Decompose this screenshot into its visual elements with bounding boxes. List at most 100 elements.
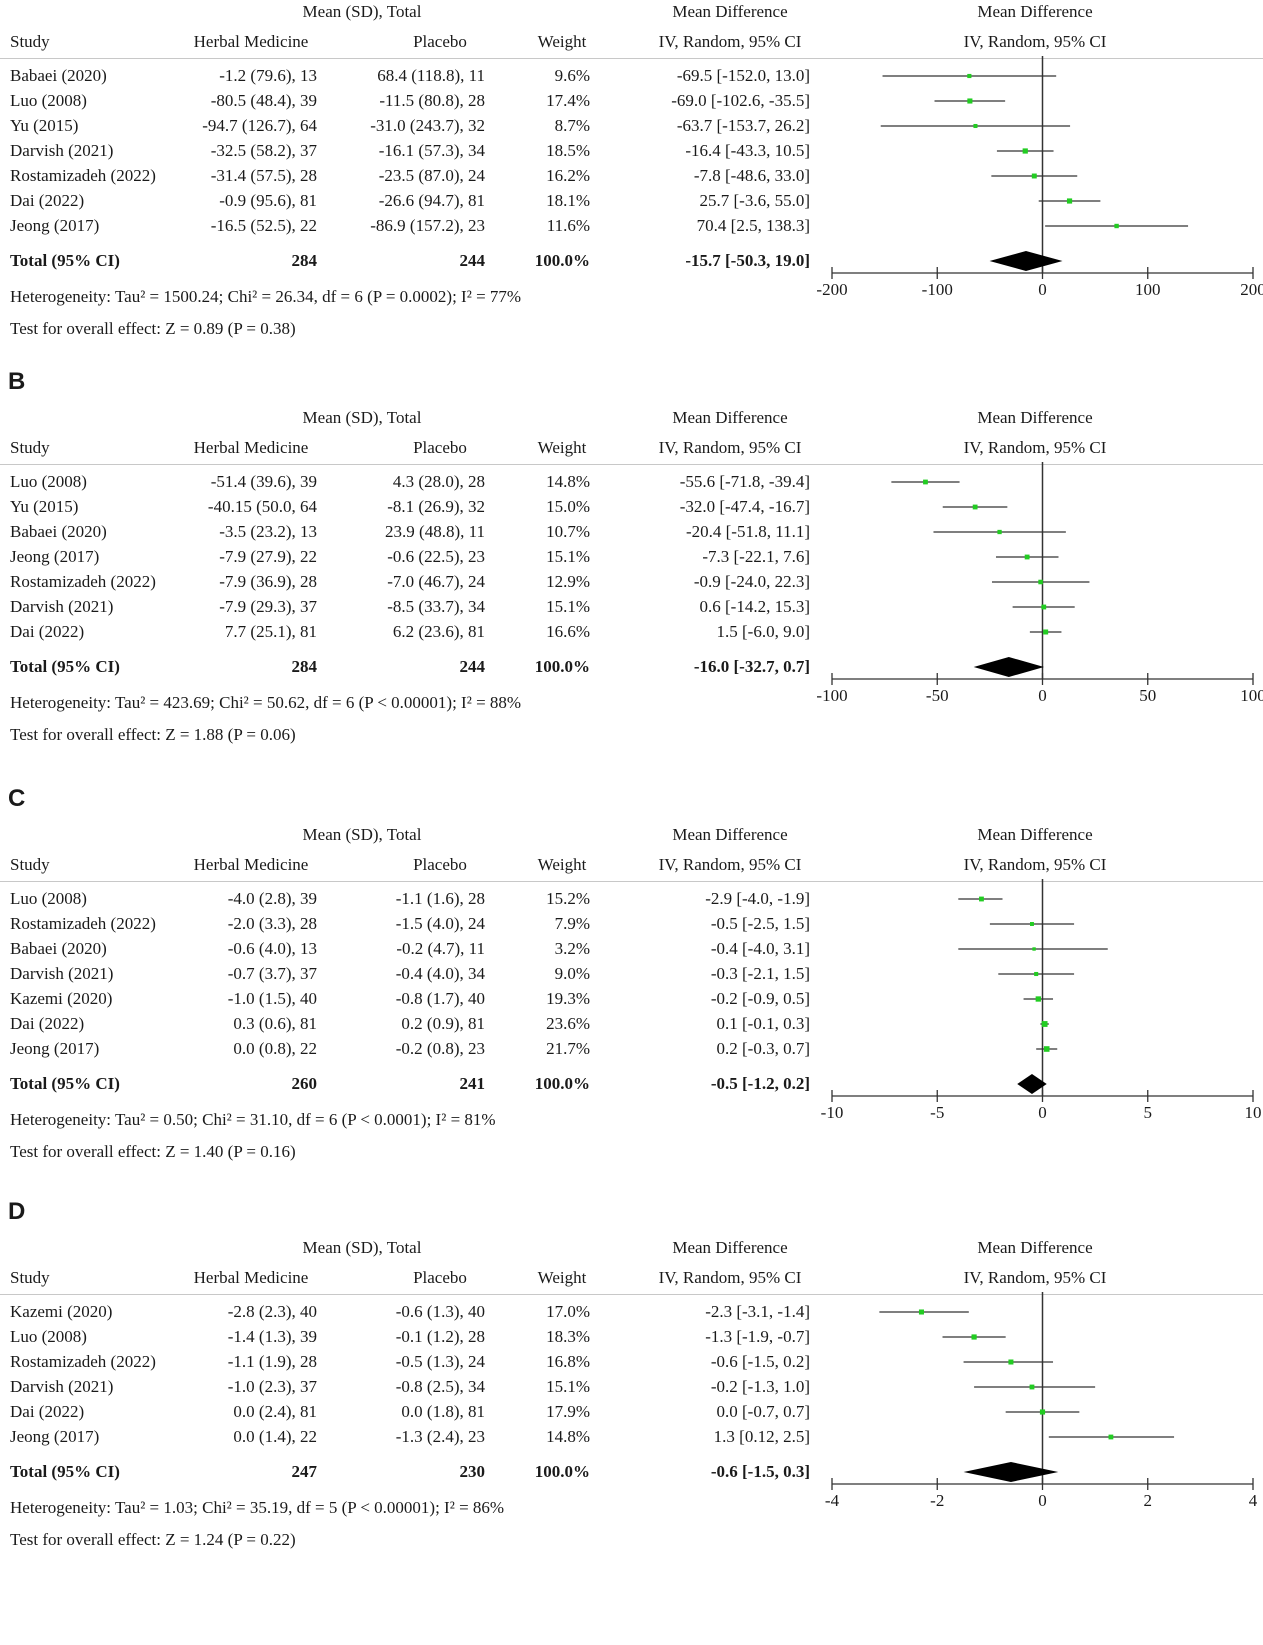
total-ci: -16.0 [-32.7, 0.7] [693, 657, 810, 676]
group-header: Mean (SD), Total [302, 2, 422, 21]
herbal-value: 0.0 (2.4), 81 [233, 1402, 317, 1421]
weight-value: 17.9% [546, 1402, 590, 1421]
total-label: Total (95% CI) [10, 1074, 120, 1093]
panel-label: C [8, 785, 26, 812]
study-column-header: Study [10, 32, 50, 51]
mean-difference-plot-header: Mean Difference [977, 1238, 1093, 1257]
mean-difference-plot-header: Mean Difference [977, 2, 1093, 21]
study-row: Dai (2022) 0.3 (0.6), 81 0.2 (0.9), 81 23.6… [0, 1012, 1263, 1036]
placebo-value: -0.8 (1.7), 40 [395, 989, 485, 1008]
placebo-value: -8.1 (26.9), 32 [387, 497, 485, 516]
effect-marker [1108, 1434, 1114, 1440]
forest-plot: -10 -5 0 5 10 [821, 879, 1262, 1122]
x-tick-label: -50 [926, 686, 949, 705]
group-header: Mean (SD), Total [302, 408, 422, 427]
x-tick-label: 0 [1038, 686, 1047, 705]
ci-value: -63.7 [-153.7, 26.2] [676, 116, 810, 135]
pooled-effect-diamond [963, 1462, 1059, 1482]
x-tick-label: -2 [930, 1491, 944, 1510]
ci-value: -0.4 [-4.0, 3.1] [710, 939, 810, 958]
ci-value: -0.2 [-0.9, 0.5] [710, 989, 810, 1008]
header-rule [0, 58, 1263, 59]
placebo-value: -0.2 (4.7), 11 [396, 939, 485, 958]
weight-value: 9.6% [554, 66, 590, 85]
placebo-value: -1.5 (4.0), 24 [395, 914, 485, 933]
mean-difference-header: Mean Difference [672, 825, 788, 844]
x-tick-label: 10 [1245, 1103, 1262, 1122]
ci-value: 1.5 [-6.0, 9.0] [716, 622, 810, 641]
herbal-value: -2.0 (3.3), 28 [227, 914, 317, 933]
placebo-value: -0.1 (1.2), 28 [395, 1327, 485, 1346]
total-placebo: 244 [459, 657, 486, 676]
study-row: Jeong (2017) 0.0 (0.8), 22 -0.2 (0.8), 23 2… [0, 1037, 1263, 1061]
x-tick-label: 200 [1240, 280, 1263, 299]
ci-value: -55.6 [-71.8, -39.4] [679, 472, 810, 491]
study-name: Jeong (2017) [10, 547, 100, 566]
study-name: Luo (2008) [10, 472, 87, 491]
study-name: Luo (2008) [10, 1327, 87, 1346]
study-name: Jeong (2017) [10, 216, 100, 235]
forest-panel: C Mean (SD), Total Mean Difference Mean Dif… [0, 785, 1263, 1223]
study-row: Kazemi (2020) -2.8 (2.3), 40 -0.6 (1.3), 4… [0, 1300, 1263, 1324]
study-name: Darvish (2021) [10, 597, 114, 616]
herbal-column-header: Herbal Medicine [193, 855, 309, 874]
placebo-value: 0.0 (1.8), 81 [401, 1402, 485, 1421]
placebo-value: -16.1 (57.3), 34 [378, 141, 485, 160]
herbal-column-header: Herbal Medicine [193, 438, 309, 457]
herbal-value: -1.0 (1.5), 40 [227, 989, 317, 1008]
forest-panel: B Mean (SD), Total Mean Difference Mean Dif… [0, 368, 1263, 806]
effect-marker [972, 504, 978, 510]
effect-marker [1041, 1021, 1048, 1027]
weight-value: 17.4% [546, 91, 590, 110]
weight-value: 14.8% [546, 1427, 590, 1446]
x-tick-label: -100 [922, 280, 953, 299]
study-row: Babaei (2020) -0.6 (4.0), 13 -0.2 (4.7), 1… [0, 937, 1263, 961]
study-row: Rostamizadeh (2022) -7.9 (36.9), 28 -7.0 (… [0, 570, 1263, 594]
weight-column-header: Weight [537, 1268, 587, 1287]
study-row: Yu (2015) -40.15 (50.0, 64 -8.1 (26.9), 32… [0, 495, 1263, 519]
mean-difference-header: Mean Difference [672, 408, 788, 427]
herbal-value: -7.9 (29.3), 37 [219, 597, 317, 616]
weight-column-header: Weight [537, 438, 587, 457]
total-herbal: 247 [291, 1462, 318, 1481]
placebo-value: -1.3 (2.4), 23 [395, 1427, 485, 1446]
placebo-value: 0.2 (0.9), 81 [401, 1014, 485, 1033]
total-row: Total (95% CI) 260 241 100.0% -0.5 [-1.2, 0.… [0, 1072, 1263, 1096]
study-column-header: Study [10, 438, 50, 457]
ci-value: -2.3 [-3.1, -1.4] [705, 1302, 810, 1321]
effect-marker [967, 98, 973, 104]
herbal-value: -0.9 (95.6), 81 [219, 191, 317, 210]
weight-value: 17.0% [546, 1302, 590, 1321]
study-row: Rostamizadeh (2022) -2.0 (3.3), 28 -1.5 (4… [0, 912, 1263, 936]
study-row: Dai (2022) -0.9 (95.6), 81 -26.6 (94.7), 8… [0, 189, 1263, 213]
x-tick-label: 0 [1038, 280, 1047, 299]
effect-marker [1024, 554, 1030, 560]
x-tick-label: -5 [930, 1103, 944, 1122]
ci-value: -0.9 [-24.0, 22.3] [693, 572, 810, 591]
ci-value: 0.2 [-0.3, 0.7] [716, 1039, 810, 1058]
ci-column-header: IV, Random, 95% CI [658, 32, 802, 51]
placebo-column-header: Placebo [413, 1268, 467, 1287]
mean-difference-plot-header: Mean Difference [977, 825, 1093, 844]
study-name: Luo (2008) [10, 889, 87, 908]
heterogeneity-text: Heterogeneity: Tau² = 1500.24; Chi² = 26… [10, 287, 522, 306]
placebo-value: -11.5 (80.8), 28 [379, 91, 485, 110]
ci-value: -1.3 [-1.9, -0.7] [705, 1327, 810, 1346]
study-name: Jeong (2017) [10, 1039, 100, 1058]
weight-value: 10.7% [546, 522, 590, 541]
group-header: Mean (SD), Total [302, 825, 422, 844]
effect-marker [1035, 996, 1041, 1002]
total-ci: -0.5 [-1.2, 0.2] [710, 1074, 810, 1093]
ci-column-header: IV, Random, 95% CI [658, 438, 802, 457]
ci-value: -0.2 [-1.3, 1.0] [710, 1377, 810, 1396]
study-name: Rostamizadeh (2022) [10, 1352, 156, 1371]
placebo-value: -7.0 (46.7), 24 [387, 572, 485, 591]
study-name: Babaei (2020) [10, 66, 107, 85]
ci-value: -0.3 [-2.1, 1.5] [710, 964, 810, 983]
study-row: Jeong (2017) -16.5 (52.5), 22 -86.9 (157.2… [0, 214, 1263, 238]
ci-value: -69.5 [-152.0, 13.0] [676, 66, 810, 85]
forest-plot: -200 -100 0 100 200 [816, 56, 1263, 299]
weight-value: 23.6% [546, 1014, 590, 1033]
herbal-value: -7.9 (36.9), 28 [219, 572, 317, 591]
x-tick-label: -200 [816, 280, 847, 299]
